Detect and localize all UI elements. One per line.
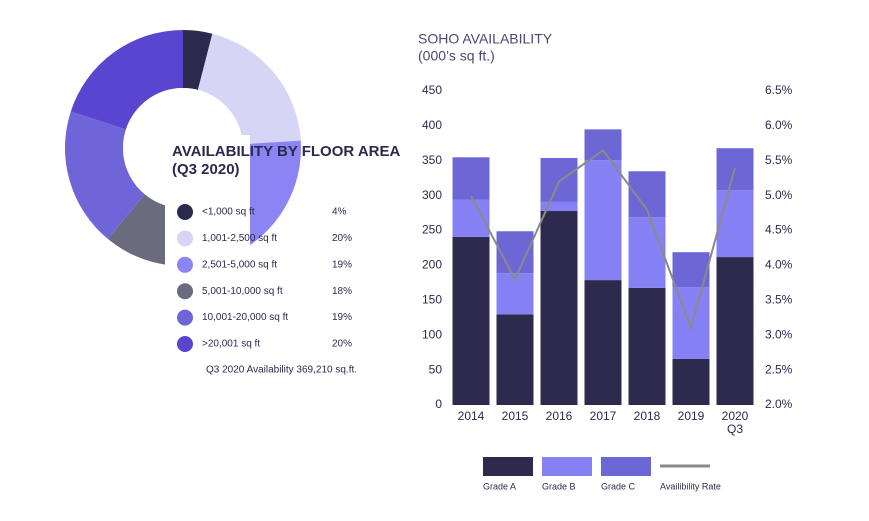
y-tick-label: 350 <box>422 153 442 167</box>
y-tick-label: 100 <box>422 327 442 341</box>
y2-tick-label: 2.5% <box>765 362 793 376</box>
bar <box>672 358 710 405</box>
bar <box>584 129 622 161</box>
y2-tick-label: 2.0% <box>765 397 793 411</box>
bar <box>672 287 710 359</box>
legend-label: Grade A <box>483 481 516 491</box>
y2-tick-label: 3.0% <box>765 327 793 341</box>
legend-value: 18% <box>332 286 352 297</box>
bar <box>584 280 622 405</box>
bar <box>716 190 754 258</box>
legend-label: Grade C <box>601 481 636 491</box>
y-tick-label: 200 <box>422 258 442 272</box>
donut-title: AVAILABILITY BY FLOOR AREA <box>172 143 401 160</box>
bar <box>628 217 666 288</box>
note: Q3 2020 Availability 369,210 sq.ft. <box>206 365 357 376</box>
donut-segment <box>197 33 301 145</box>
rate-line <box>470 148 736 332</box>
legend-label: 5,001-10,000 sq ft <box>202 286 283 297</box>
legend-swatch <box>601 457 651 476</box>
legend-swatch <box>177 256 193 273</box>
y-tick-label: 50 <box>429 362 443 376</box>
y2-tick-label: 6.5% <box>765 83 793 97</box>
bar <box>628 287 666 405</box>
y2-tick-label: 5.0% <box>765 188 793 202</box>
y2-tick-label: 3.5% <box>765 293 793 307</box>
bar <box>540 211 578 405</box>
y2-tick-label: 4.0% <box>765 258 793 272</box>
bar <box>496 314 534 405</box>
bar <box>716 257 754 405</box>
legend-swatch <box>177 230 193 247</box>
legend-label: 2,501-5,000 sq ft <box>202 259 277 270</box>
legend-label: <1,000 sq ft <box>202 207 255 218</box>
bar-title: SOHO AVAILABILITY <box>418 31 553 47</box>
bar <box>452 236 490 405</box>
y2-tick-label: 6.0% <box>765 118 793 132</box>
bar <box>584 160 622 281</box>
x-tick-label: 2018 <box>633 409 661 423</box>
x-tick-label: 2017 <box>589 409 617 423</box>
donut-hole <box>123 88 243 208</box>
legend-swatch <box>177 283 193 300</box>
legend-swatch <box>483 457 533 476</box>
x-tick-label: 2015 <box>501 409 529 423</box>
bar <box>540 157 578 202</box>
y-tick-label: 250 <box>422 223 442 237</box>
y-tick-label: 400 <box>422 118 442 132</box>
legend-value: 19% <box>332 312 352 323</box>
y-tick-label: 150 <box>422 293 442 307</box>
donut-segment <box>70 30 183 130</box>
donut-segment <box>183 30 213 90</box>
y2-tick-label: 4.5% <box>765 223 793 237</box>
x-tick-label: 2019 <box>677 409 705 423</box>
x-tick-label: 2014 <box>457 409 485 423</box>
bar-subtitle: (000’s sq ft.) <box>418 48 495 64</box>
legend-swatch <box>177 336 193 352</box>
legend-value: 20% <box>332 339 352 350</box>
legend-value: 19% <box>332 259 352 270</box>
legend-label: >20,001 sq ft <box>202 339 260 350</box>
legend-label: 1,001-2,500 sq ft <box>202 233 277 244</box>
bar <box>540 201 578 212</box>
legend-label: 10,001-20,000 sq ft <box>202 312 288 323</box>
legend-swatch <box>177 309 193 326</box>
x-tick-label: 2020 Q3 <box>721 409 749 436</box>
donut-subtitle: (Q3 2020) <box>172 161 240 178</box>
legend-swatch <box>542 457 592 476</box>
legend-value: 20% <box>332 233 352 244</box>
legend-label: Availibility Rate <box>660 481 721 491</box>
y-tick-label: 0 <box>435 397 442 411</box>
y2-tick-label: 5.5% <box>765 153 793 167</box>
donut-segment <box>65 111 145 239</box>
legend-label: Grade B <box>542 481 576 491</box>
legend-value: 4% <box>332 207 347 218</box>
y-tick-label: 300 <box>422 188 442 202</box>
bar <box>452 157 490 200</box>
x-tick-label: 2016 <box>545 409 573 423</box>
legend-swatch <box>177 204 193 220</box>
y-tick-label: 450 <box>422 83 442 97</box>
